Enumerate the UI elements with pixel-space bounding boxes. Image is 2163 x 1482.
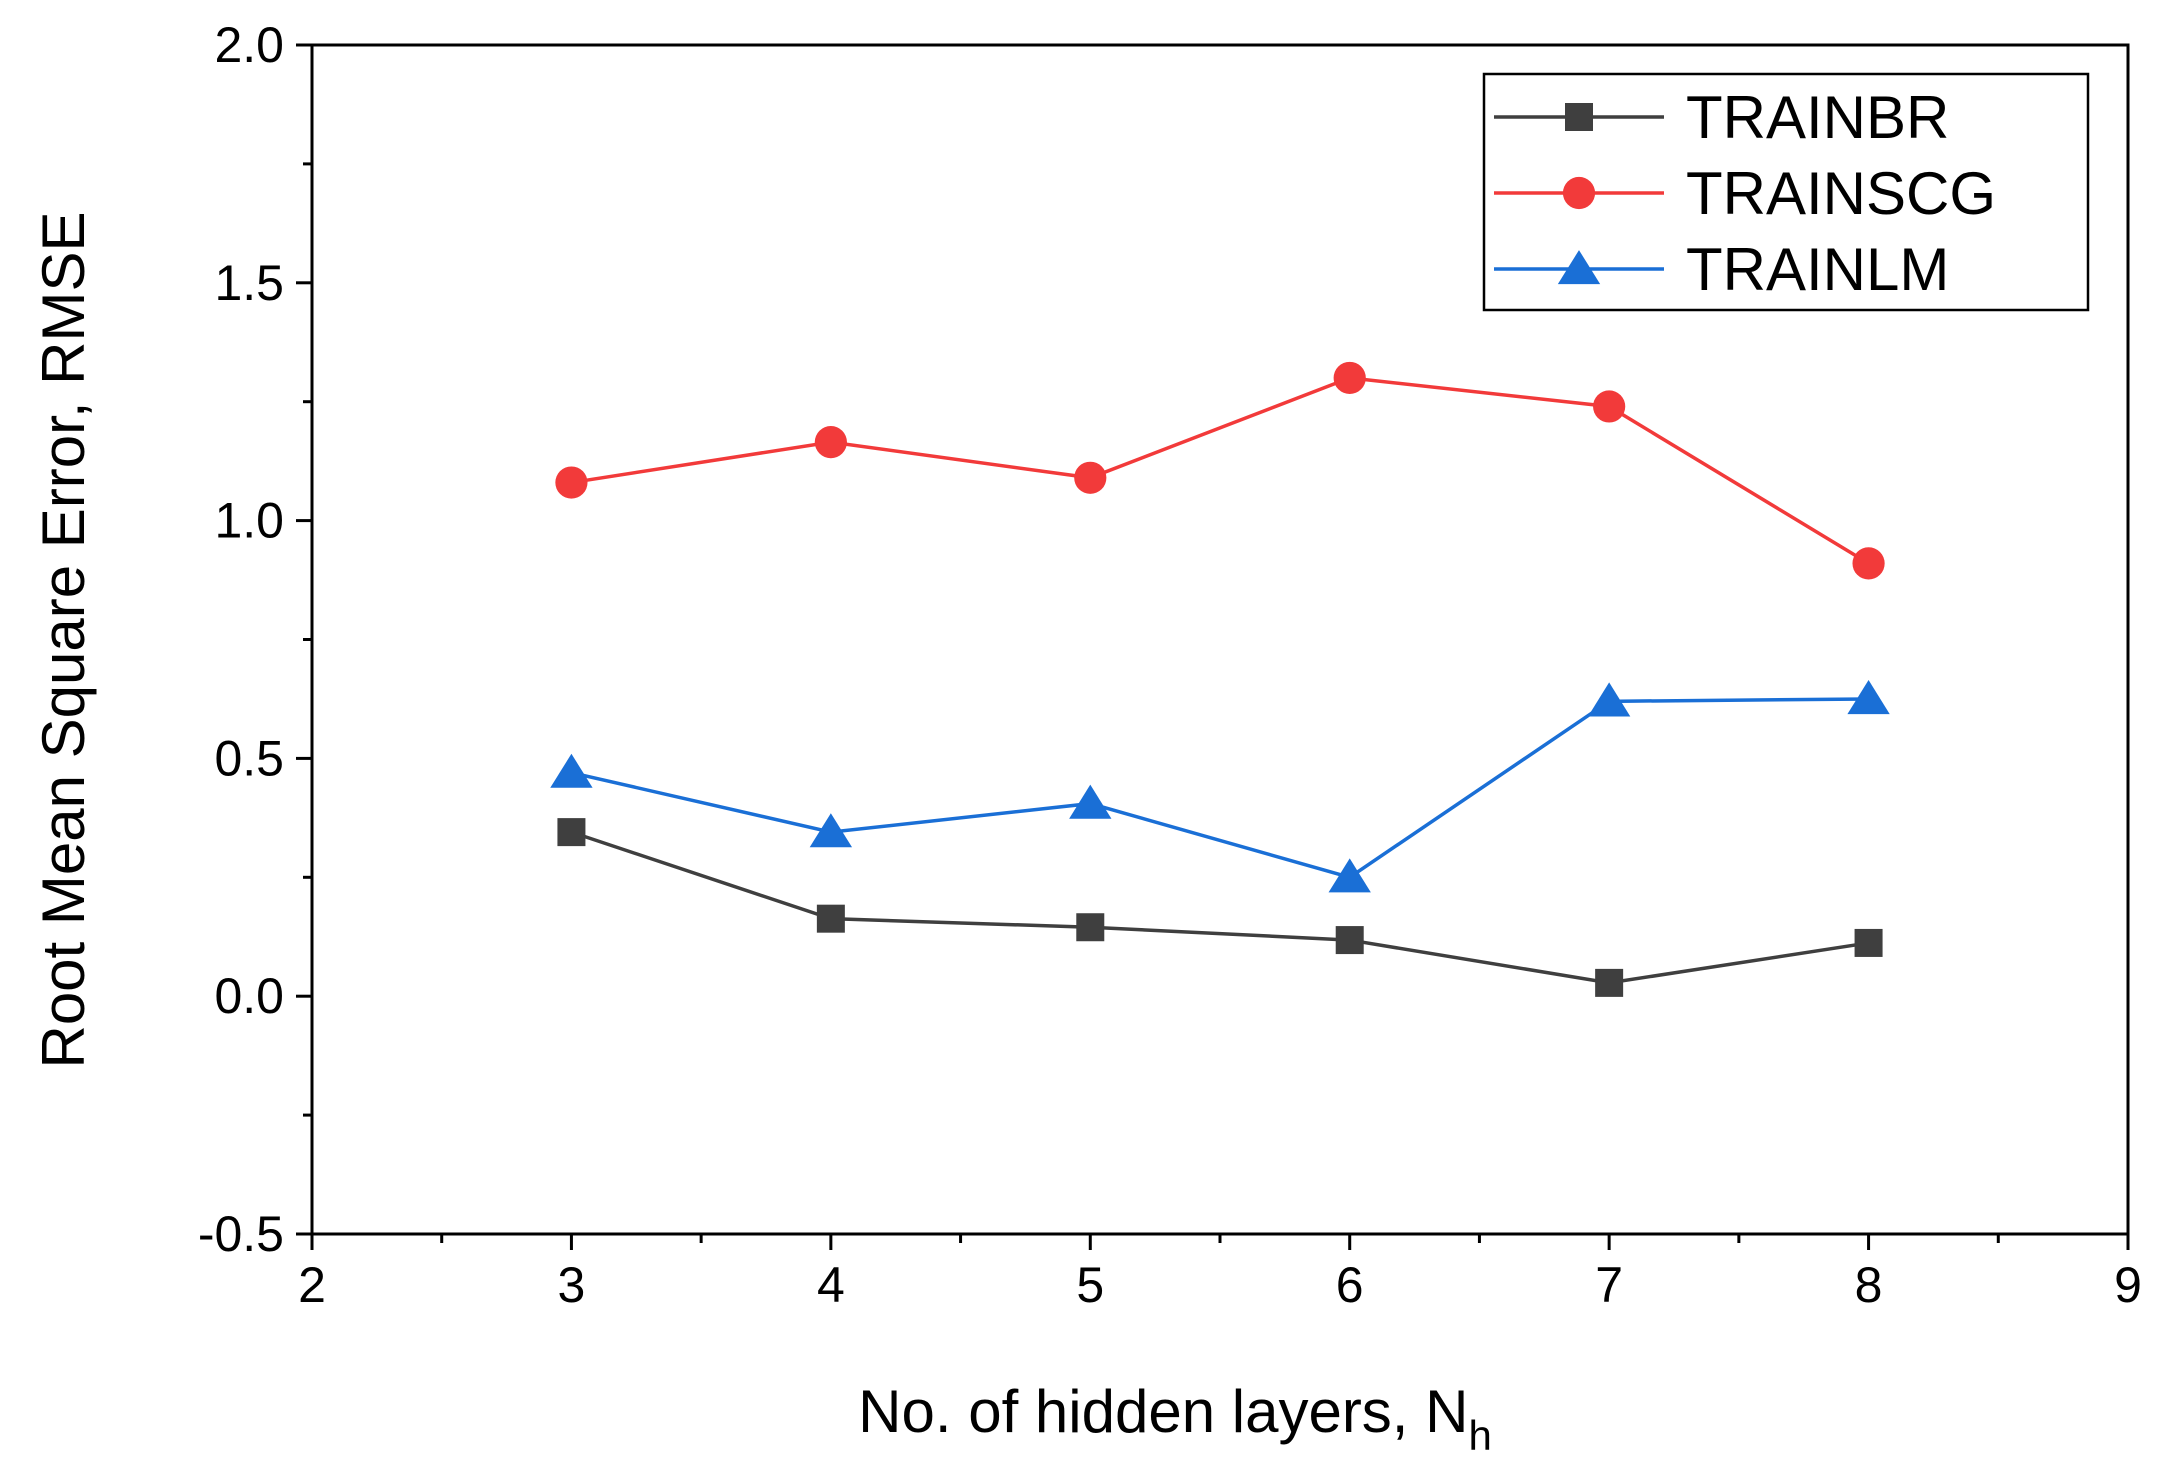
data-point-trainscg — [1074, 461, 1107, 494]
series-line-trainlm — [571, 697, 1869, 880]
legend-marker-trainbr — [1565, 103, 1593, 131]
data-point-trainscg — [555, 466, 588, 499]
y-tick-label: 1.0 — [214, 493, 284, 549]
legend-label-trainscg: TRAINSCG — [1686, 160, 1996, 227]
data-point-trainbr — [816, 904, 845, 933]
series-line-trainbr — [570, 830, 1869, 985]
data-point-trainlm — [809, 813, 853, 848]
data-point-trainbr — [1076, 913, 1105, 942]
data-point-trainbr — [1595, 968, 1624, 997]
series-line-trainscg — [571, 376, 1870, 565]
y-tick-label: 1.5 — [214, 255, 284, 311]
series-trainbr — [557, 818, 1883, 997]
x-tick-label: 3 — [558, 1257, 586, 1313]
x-tick-label: 5 — [1076, 1257, 1104, 1313]
y-tick-label: 0.5 — [214, 730, 284, 786]
y-tick-label: 0.0 — [214, 968, 284, 1024]
data-point-trainscg — [1593, 390, 1626, 423]
series-layer — [550, 361, 1890, 997]
data-point-trainscg — [1333, 361, 1366, 395]
data-point-trainscg — [1852, 547, 1885, 580]
legend-marker-trainlm — [1557, 250, 1601, 285]
x-tick-label: 2 — [298, 1257, 326, 1313]
data-point-trainlm — [550, 753, 593, 788]
y-tick-label: 2.0 — [214, 17, 284, 73]
x-axis-ticks: 2 3 4 5 6 7 8 9 — [298, 1234, 2142, 1313]
x-tick-label: 8 — [1855, 1257, 1883, 1313]
series-trainscg — [555, 361, 1885, 580]
x-axis-label-subscript: h — [1468, 1412, 1491, 1459]
data-point-trainlm — [1069, 784, 1112, 819]
legend-label-trainlm: TRAINLM — [1686, 236, 1949, 303]
x-tick-label: 7 — [1595, 1257, 1623, 1313]
y-axis-label: Root Mean Square Error, RMSE — [30, 211, 97, 1068]
data-point-trainlm — [1328, 858, 1371, 893]
data-point-trainlm — [1587, 682, 1631, 717]
data-point-trainscg — [814, 426, 847, 459]
x-tick-label: 6 — [1336, 1257, 1364, 1313]
series-trainlm — [550, 680, 1890, 893]
x-axis-label: No. of hidden layers, Nh — [858, 1378, 1492, 1459]
data-point-trainbr — [1854, 928, 1883, 957]
legend-marker-trainscg — [1562, 176, 1596, 210]
x-tick-label: 9 — [2114, 1257, 2142, 1313]
x-tick-label: 4 — [817, 1257, 845, 1313]
legend-label-trainbr: TRAINBR — [1686, 84, 1949, 151]
x-axis-label-main: No. of hidden layers, N — [858, 1378, 1468, 1445]
data-point-trainbr — [1335, 926, 1364, 955]
data-point-trainbr — [557, 818, 586, 847]
y-axis-ticks: -0.5 0.0 0.5 1.0 1.5 2.0 — [198, 17, 312, 1262]
legend: TRAINBR TRAINSCG TRAINLM — [1482, 72, 2090, 312]
data-point-trainlm — [1847, 680, 1890, 715]
y-tick-label: -0.5 — [198, 1206, 284, 1262]
